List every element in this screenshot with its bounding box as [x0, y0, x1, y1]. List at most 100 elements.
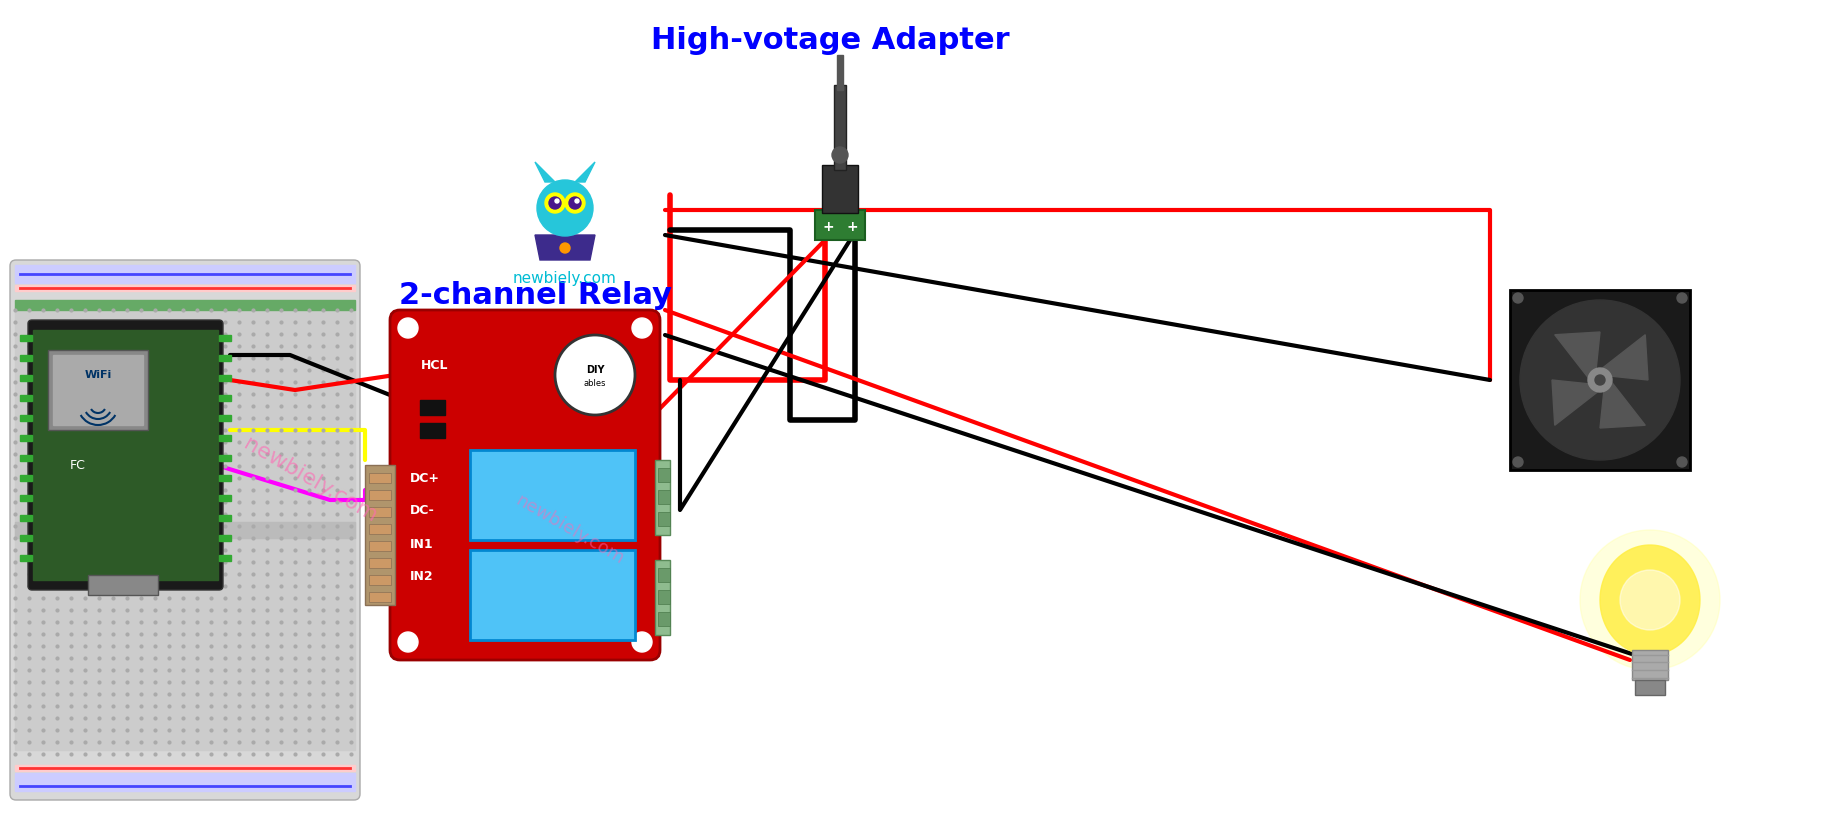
- Text: FC: FC: [69, 458, 86, 471]
- Bar: [219, 535, 232, 541]
- Text: newbiely.com: newbiely.com: [513, 492, 628, 569]
- Polygon shape: [1600, 380, 1645, 428]
- Circle shape: [1514, 457, 1523, 467]
- Text: IN2: IN2: [411, 570, 433, 583]
- Bar: [369, 524, 391, 534]
- Bar: [369, 592, 391, 602]
- Bar: [219, 475, 232, 481]
- Bar: [369, 558, 391, 568]
- Bar: [20, 355, 33, 361]
- Bar: [20, 335, 33, 341]
- Bar: [20, 495, 33, 501]
- Bar: [47, 350, 148, 430]
- Bar: [219, 455, 232, 461]
- Text: HCL: HCL: [422, 358, 449, 372]
- Text: ables: ables: [584, 378, 606, 387]
- Circle shape: [575, 199, 579, 203]
- Circle shape: [544, 193, 564, 213]
- Text: 2-channel Relay: 2-channel Relay: [398, 280, 672, 310]
- Polygon shape: [575, 162, 595, 182]
- Bar: [369, 507, 391, 517]
- Polygon shape: [1600, 545, 1700, 655]
- Bar: [814, 210, 866, 240]
- Polygon shape: [1554, 332, 1600, 380]
- Bar: [657, 590, 670, 604]
- Bar: [1634, 680, 1665, 695]
- Circle shape: [537, 180, 593, 236]
- Text: DC+: DC+: [411, 471, 440, 485]
- Bar: [219, 395, 232, 401]
- Bar: [469, 450, 635, 540]
- Circle shape: [1514, 293, 1523, 303]
- Bar: [20, 375, 33, 381]
- Circle shape: [1594, 375, 1605, 385]
- Circle shape: [564, 193, 584, 213]
- Bar: [420, 400, 446, 415]
- Bar: [1510, 290, 1691, 470]
- Bar: [656, 460, 670, 535]
- Bar: [15, 522, 354, 538]
- Bar: [20, 535, 33, 541]
- Bar: [219, 355, 232, 361]
- Text: newbiely.com: newbiely.com: [513, 270, 617, 285]
- Bar: [219, 435, 232, 441]
- Polygon shape: [535, 235, 595, 260]
- Circle shape: [632, 632, 652, 652]
- Bar: [657, 512, 670, 526]
- Bar: [369, 575, 391, 585]
- Circle shape: [398, 632, 418, 652]
- Bar: [20, 415, 33, 421]
- Bar: [33, 330, 217, 580]
- Circle shape: [555, 335, 635, 415]
- Circle shape: [1676, 457, 1687, 467]
- Bar: [1632, 650, 1667, 680]
- Text: DIY: DIY: [586, 365, 604, 375]
- Bar: [15, 773, 354, 791]
- Polygon shape: [535, 162, 555, 182]
- Text: +: +: [822, 220, 834, 234]
- Bar: [15, 265, 354, 283]
- Bar: [657, 490, 670, 504]
- Text: High-votage Adapter: High-votage Adapter: [650, 26, 1010, 54]
- Circle shape: [1519, 300, 1680, 460]
- FancyBboxPatch shape: [27, 320, 223, 590]
- Circle shape: [833, 147, 847, 163]
- Text: DC-: DC-: [411, 504, 435, 517]
- Circle shape: [561, 243, 570, 253]
- Bar: [656, 560, 670, 635]
- Bar: [20, 555, 33, 561]
- Bar: [20, 435, 33, 441]
- Circle shape: [1579, 530, 1720, 670]
- Bar: [219, 415, 232, 421]
- Bar: [369, 541, 391, 551]
- Bar: [20, 395, 33, 401]
- Bar: [369, 473, 391, 483]
- Text: newbiely.com: newbiely.com: [239, 433, 380, 527]
- Circle shape: [550, 197, 561, 209]
- FancyBboxPatch shape: [391, 310, 659, 660]
- Polygon shape: [1552, 380, 1600, 425]
- Bar: [20, 455, 33, 461]
- Circle shape: [1620, 570, 1680, 630]
- FancyBboxPatch shape: [9, 260, 360, 800]
- Bar: [836, 55, 844, 90]
- Bar: [420, 423, 446, 438]
- Bar: [219, 335, 232, 341]
- Bar: [219, 515, 232, 521]
- Bar: [469, 550, 635, 640]
- Bar: [369, 490, 391, 500]
- Bar: [15, 285, 354, 291]
- Bar: [15, 310, 354, 750]
- Bar: [657, 612, 670, 626]
- Circle shape: [570, 197, 581, 209]
- Bar: [20, 475, 33, 481]
- Bar: [834, 85, 845, 170]
- Bar: [365, 465, 394, 605]
- Text: WiFi: WiFi: [84, 370, 111, 380]
- Bar: [88, 575, 159, 595]
- Bar: [20, 515, 33, 521]
- Bar: [657, 568, 670, 582]
- Text: IN1: IN1: [411, 537, 433, 550]
- Bar: [15, 765, 354, 771]
- Bar: [219, 555, 232, 561]
